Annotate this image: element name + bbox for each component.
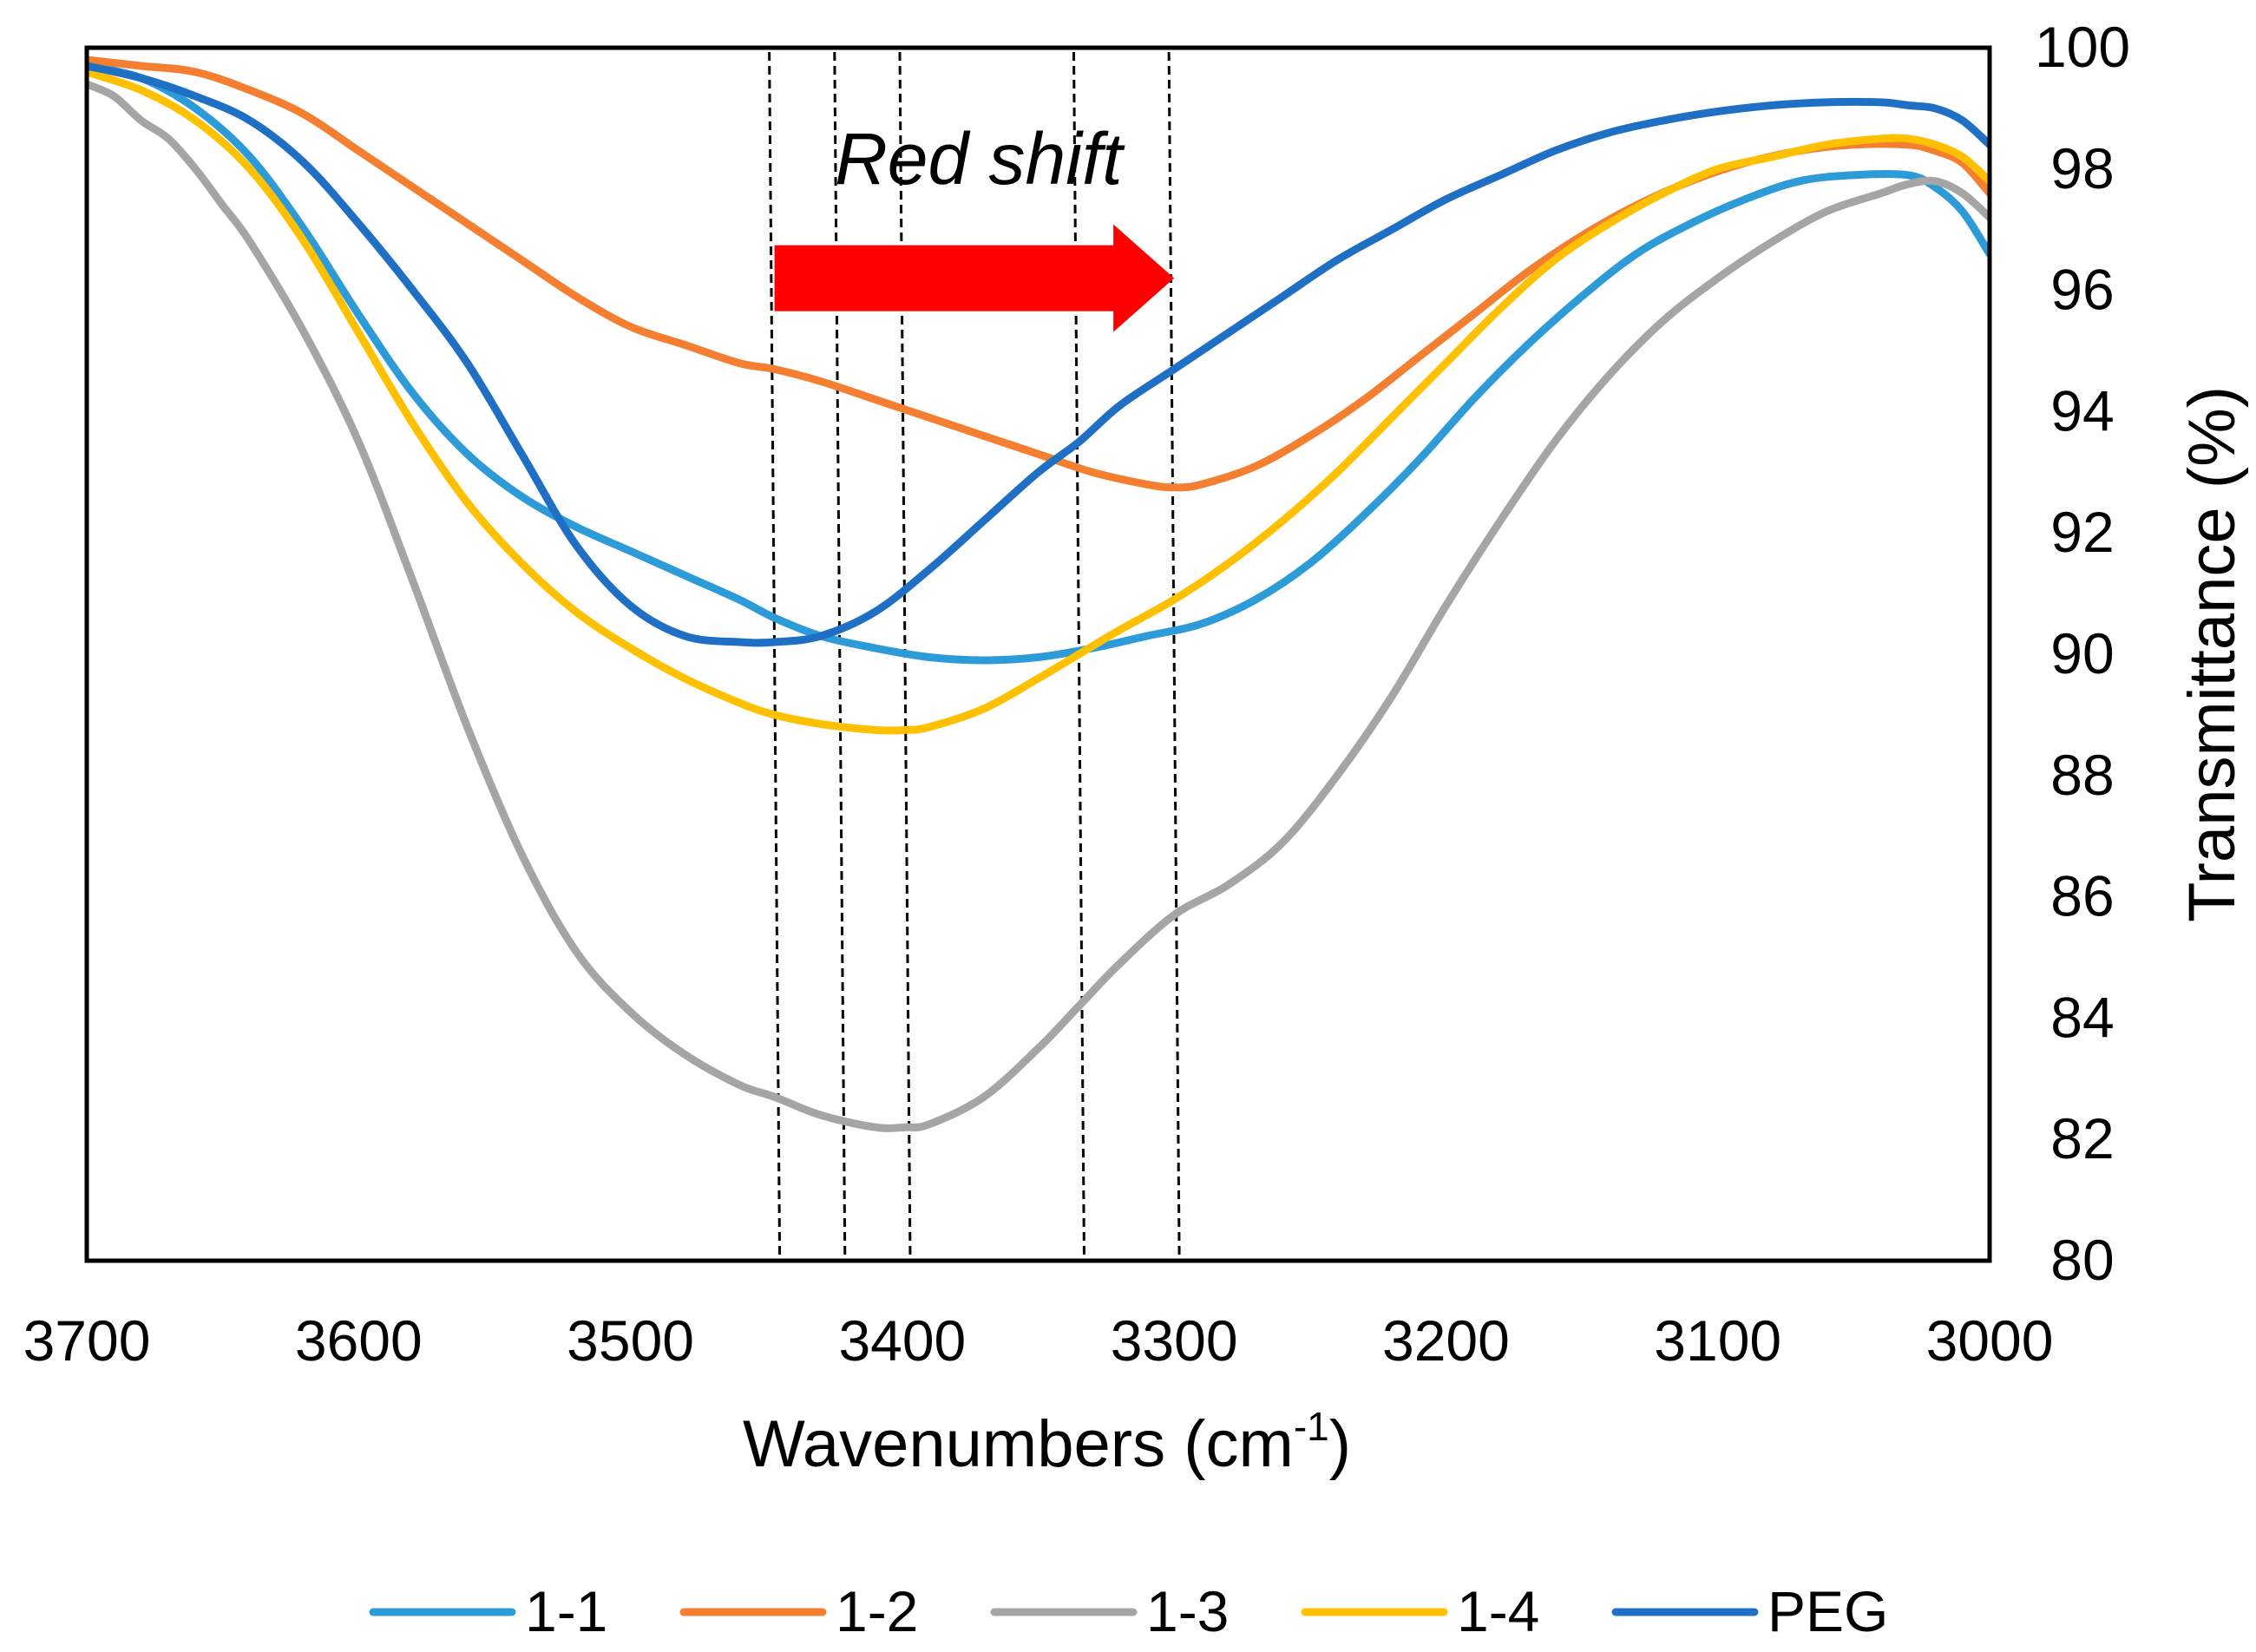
legend-label-1-4: 1-4 [1457, 1579, 1539, 1643]
x-tick-label: 3200 [1382, 1308, 1510, 1373]
series-line-1-4 [87, 68, 1990, 735]
x-tick-label: 3100 [1654, 1308, 1781, 1373]
y-tick-label: 80 [2050, 1228, 2114, 1292]
x-tick-label: 3500 [567, 1308, 694, 1373]
y-tick-label: 82 [2050, 1106, 2114, 1170]
legend: 1-1 1-2 1-3 1-4 PEG [369, 1579, 1888, 1643]
y-tick-label: 88 [2050, 743, 2114, 807]
series-line-1-1 [87, 62, 1990, 665]
reference-line-5 [1167, 51, 1181, 1260]
y-tick-label: 96 [2050, 258, 2114, 322]
y-tick-label: 90 [2050, 621, 2114, 685]
red-shift-arrow [774, 224, 1175, 332]
y-tick-label: 98 [2050, 136, 2114, 200]
x-tick-label: 3000 [1926, 1308, 2054, 1373]
x-axis-title: Wavenumbers (cm-1) [743, 1404, 1351, 1481]
legend-label-1-1: 1-1 [525, 1579, 607, 1643]
series-line-1-3 [87, 80, 1990, 1132]
x-axis-title-superscript: -1 [1294, 1404, 1329, 1449]
plot-area-frame [84, 45, 1992, 1263]
y-tick-label: 100 [2035, 15, 2130, 79]
x-axis-tick-labels: 3700 3600 3500 3400 3300 3200 3100 3000 [23, 1308, 2054, 1373]
reference-line-1 [768, 51, 782, 1260]
reference-line-2 [833, 51, 847, 1260]
red-shift-annotation: Red shift [774, 118, 1175, 332]
series-line-peg [87, 62, 1990, 647]
y-axis-title: Transmittance (%) [2175, 386, 2249, 922]
y-axis-tick-labels: 80 82 84 86 88 90 92 94 96 98 100 [2035, 15, 2130, 1292]
legend-label-1-2: 1-2 [836, 1579, 918, 1643]
x-tick-label: 3300 [1111, 1308, 1238, 1373]
y-tick-label: 94 [2050, 378, 2114, 442]
x-axis-title-close: ) [1329, 1407, 1351, 1481]
x-axis-title-main: Wavenumbers (cm [743, 1407, 1294, 1481]
y-tick-label: 92 [2050, 500, 2114, 564]
y-tick-label: 84 [2050, 985, 2114, 1049]
red-shift-label: Red shift [835, 118, 1125, 200]
series-lines [87, 56, 1990, 1132]
x-tick-label: 3400 [838, 1308, 966, 1373]
y-tick-label: 86 [2050, 864, 2114, 928]
x-tick-label: 3600 [295, 1308, 423, 1373]
legend-label-1-3: 1-3 [1146, 1579, 1229, 1643]
x-tick-label: 3700 [23, 1308, 151, 1373]
legend-label-peg: PEG [1767, 1579, 1888, 1643]
